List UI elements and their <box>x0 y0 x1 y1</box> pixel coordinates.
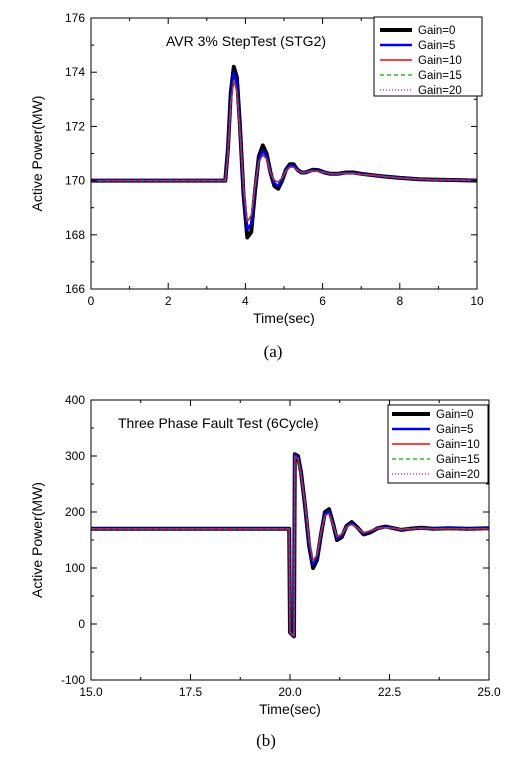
legend-label: Gain=10 <box>436 439 480 451</box>
y-tick-label: 168 <box>65 228 85 242</box>
chart-title: AVR 3% StepTest (STG2) <box>166 33 326 49</box>
x-tick-label: 0 <box>88 294 95 308</box>
legend-label: Gain=0 <box>436 409 473 421</box>
y-tick-label: 100 <box>65 561 85 575</box>
series-line-gain-15 <box>91 79 477 222</box>
x-tick-label: 20.0 <box>278 685 302 699</box>
y-tick-label: 0 <box>78 617 85 631</box>
series-line-gain-15 <box>91 455 489 637</box>
legend-label: Gain=5 <box>436 424 473 436</box>
x-tick-label: 6 <box>319 294 326 308</box>
legend-label: Gain=15 <box>436 454 480 466</box>
y-tick-label: 176 <box>65 11 85 25</box>
figure-caption: (a) <box>264 342 283 361</box>
y-tick-label: 200 <box>65 505 85 519</box>
series-group <box>91 64 477 240</box>
x-tick-label: 22.5 <box>378 685 402 699</box>
x-tick-label: 8 <box>396 294 403 308</box>
x-tick-label: 25.0 <box>477 685 501 699</box>
series-line-gain-20 <box>91 79 477 222</box>
figure-caption: (b) <box>256 731 276 750</box>
x-tick-label: 17.5 <box>179 685 203 699</box>
chart-a: 0 2 4 6 8 10 166 168 170 172 174 176 Time(sec) Active… <box>29 11 484 361</box>
y-tick-label: 300 <box>65 449 85 463</box>
x-axis-label: Time(sec) <box>259 701 321 717</box>
legend-label: Gain=10 <box>418 55 462 67</box>
series-line-gain-10 <box>91 79 477 223</box>
y-tick-label: 174 <box>65 65 85 79</box>
legend: Gain=0 Gain=5 Gain=10 Gain=15 Gain=20 <box>387 404 489 484</box>
series-group <box>91 452 489 639</box>
y-tick-label: 400 <box>65 393 85 407</box>
y-tick-label: 170 <box>65 174 85 188</box>
legend-label: Gain=15 <box>418 70 462 82</box>
chart-b: 15.0 17.5 20.0 22.5 25.0 -100 0 100 200 300 400 Tim… <box>29 393 501 750</box>
y-axis-label: Active Power(MW) <box>29 482 45 598</box>
chart-title: Three Phase Fault Test (6Cycle) <box>118 415 319 431</box>
x-tick-label: 10 <box>470 294 484 308</box>
legend-label: Gain=5 <box>418 40 455 52</box>
x-axis-label: Time(sec) <box>253 310 315 326</box>
x-tick-label: 2 <box>165 294 172 308</box>
x-tick-label: 4 <box>242 294 249 308</box>
y-axis-label: Active Power(MW) <box>29 96 45 212</box>
x-tick-label: 15.0 <box>79 685 103 699</box>
legend-label: Gain=20 <box>418 85 462 97</box>
legend-label: Gain=20 <box>436 469 480 481</box>
y-tick-label: 166 <box>65 282 85 296</box>
y-tick-label: -100 <box>61 673 85 687</box>
y-tick-label: 172 <box>65 119 85 133</box>
legend: Gain=0 Gain=5 Gain=10 Gain=15 Gain=20 <box>373 16 483 97</box>
legend-label: Gain=0 <box>418 25 455 37</box>
